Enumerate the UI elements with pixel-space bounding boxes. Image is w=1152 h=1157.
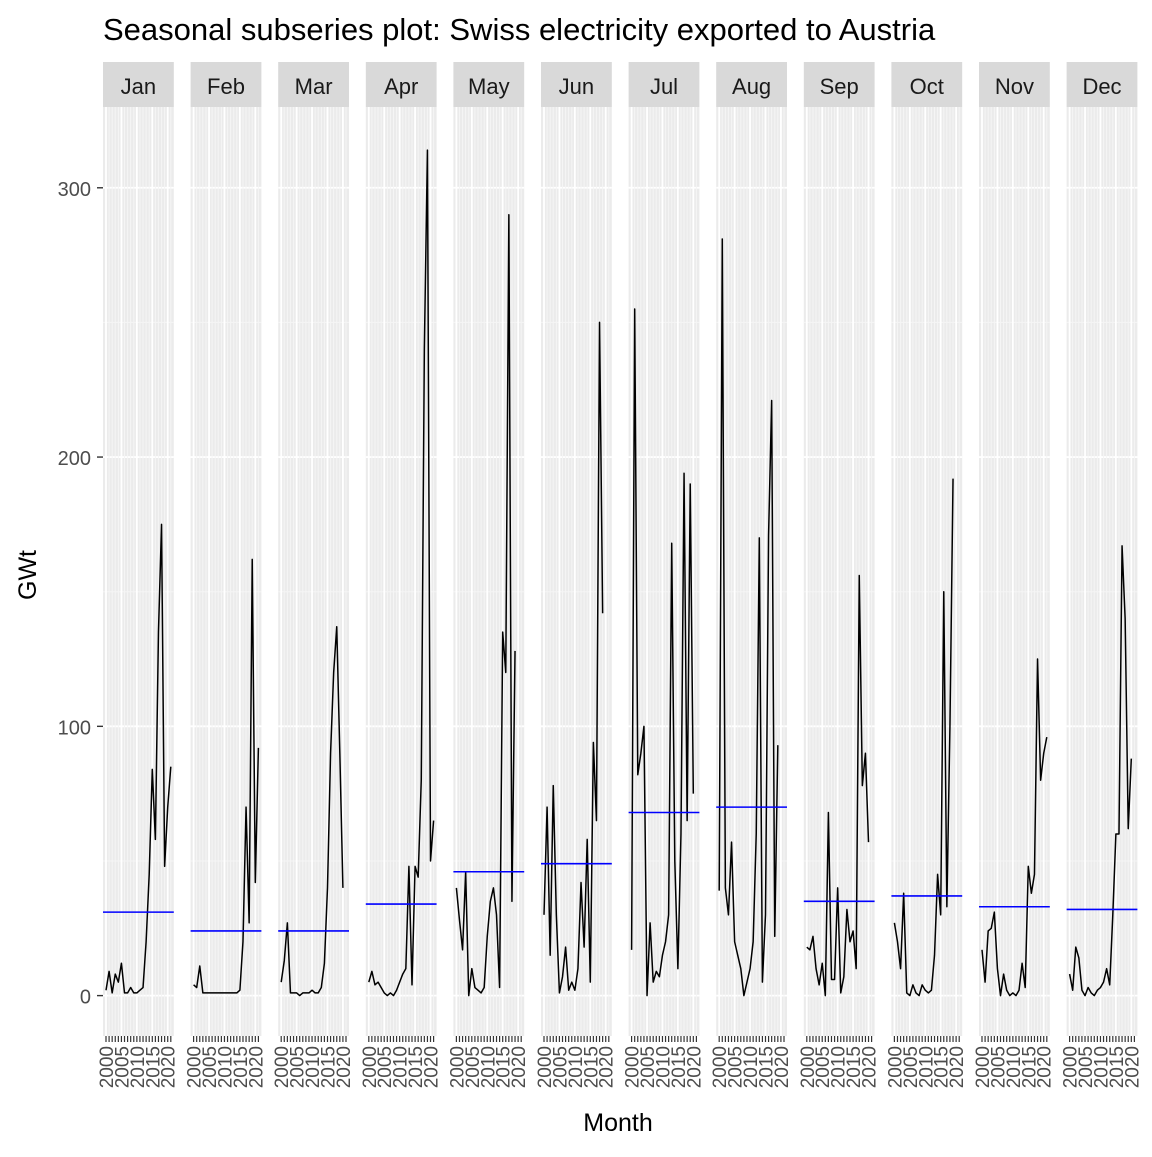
facet-strip-label: Dec: [1082, 74, 1121, 99]
facet-strip-label: Mar: [295, 74, 333, 99]
x-tick-label: 2020: [1122, 1046, 1143, 1088]
panels: Jan20002005201020152020Feb20002005201020…: [97, 62, 1143, 1088]
x-tick-label: 2020: [772, 1046, 793, 1088]
x-tick-label: 2020: [246, 1046, 267, 1088]
y-tick-label: 100: [58, 717, 91, 739]
facet-strip-label: Oct: [910, 74, 944, 99]
facet-strip-label: Jan: [121, 74, 156, 99]
facet-strip-label: Aug: [732, 74, 771, 99]
facet-strip-label: Feb: [207, 74, 245, 99]
x-tick-label: 2020: [422, 1046, 443, 1088]
x-tick-label: 2020: [334, 1046, 355, 1088]
x-tick-label: 2020: [597, 1046, 618, 1088]
x-axis-label: Month: [583, 1109, 652, 1137]
x-tick-label: 2020: [159, 1046, 180, 1088]
facet-strip-label: Sep: [820, 74, 859, 99]
y-axis: 0 100 200 300: [58, 179, 103, 1009]
facet-strip-label: Jun: [559, 74, 594, 99]
panel-background: [191, 107, 262, 1036]
facet-strip-label: Jul: [650, 74, 678, 99]
panel-background: [804, 107, 875, 1036]
panel-background: [1067, 107, 1138, 1036]
facet-strip-label: May: [468, 74, 510, 99]
x-tick-label: 2020: [860, 1046, 881, 1088]
y-axis-label: GWt: [14, 550, 42, 600]
chart-title: Seasonal subseries plot: Swiss electrici…: [103, 12, 936, 47]
x-tick-label: 2020: [947, 1046, 968, 1088]
facet-strip-label: Apr: [384, 74, 418, 99]
panel-background: [979, 107, 1050, 1036]
facet-strip-label: Nov: [995, 74, 1034, 99]
y-tick-label: 200: [58, 448, 91, 470]
x-tick-label: 2020: [1035, 1046, 1056, 1088]
y-tick-label: 300: [58, 179, 91, 201]
panel-background: [103, 107, 174, 1036]
y-tick-label: 0: [80, 987, 91, 1009]
panel-background: [278, 107, 349, 1036]
x-tick-label: 2020: [509, 1046, 530, 1088]
x-tick-label: 2020: [684, 1046, 705, 1088]
